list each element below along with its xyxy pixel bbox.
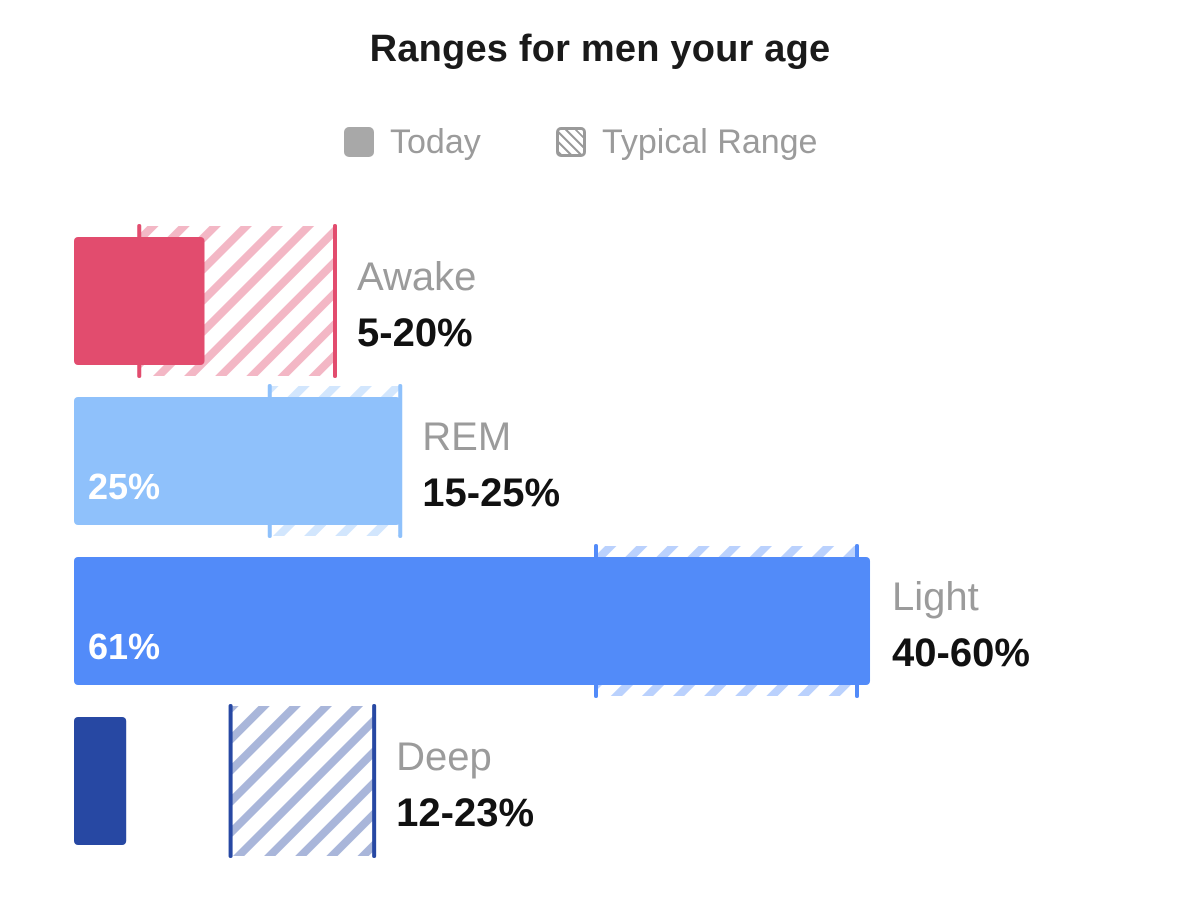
range-band-light — [596, 546, 857, 696]
legend-today-label: Today — [390, 122, 481, 161]
stage-range-awake: 5-20% — [357, 311, 473, 355]
legend-typical-range-swatch — [556, 127, 586, 157]
range-band-deep — [230, 706, 375, 856]
legend-today-swatch — [344, 127, 374, 157]
stage-label-rem: REM — [422, 415, 512, 459]
range-band-rem — [269, 386, 401, 536]
stage-label-deep: Deep — [396, 735, 492, 779]
range-band-awake — [139, 226, 335, 376]
legend-item-typical-range: Typical Range — [556, 118, 817, 166]
chart-legend: Today Typical Range — [0, 118, 1200, 166]
bar-value-label-rem: 25% — [88, 466, 161, 507]
stage-range-rem: 15-25% — [422, 471, 561, 515]
stage-range-deep: 12-23% — [396, 791, 535, 835]
chart-title: Ranges for men your age — [369, 28, 831, 70]
stage-range-light: 40-60% — [892, 631, 1030, 675]
bar-value-label-light: 61% — [88, 626, 161, 667]
stage-label-light: Light — [892, 575, 979, 619]
legend-typical-range-label: Typical Range — [602, 122, 818, 161]
stage-label-awake: Awake — [357, 255, 477, 299]
bar-today-deep — [74, 717, 127, 845]
legend-item-today: Today — [344, 118, 481, 166]
